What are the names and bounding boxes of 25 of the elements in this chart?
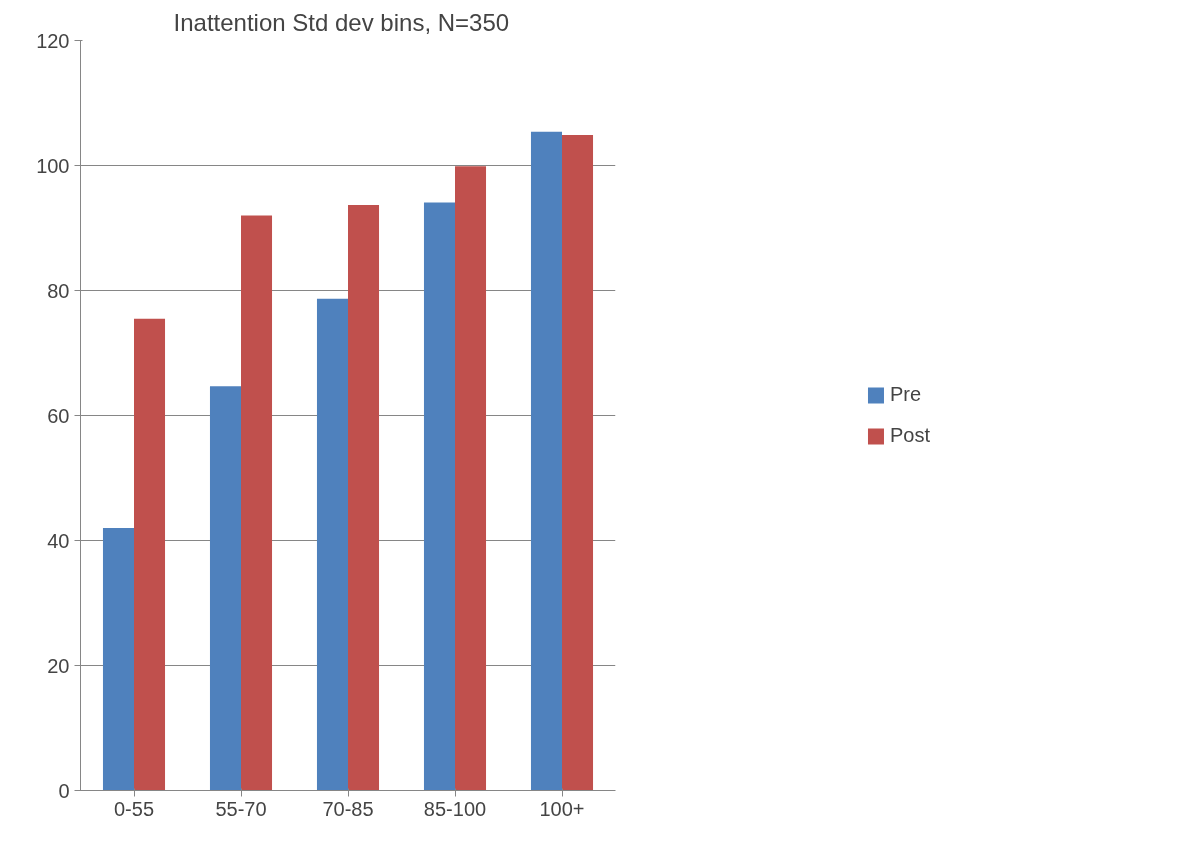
bar xyxy=(241,215,273,791)
y-tick-label: 60 xyxy=(47,404,70,427)
bar xyxy=(316,298,348,791)
x-tick-label: 70-85 xyxy=(322,797,374,820)
x-tick-label: 100+ xyxy=(539,797,585,820)
y-tick-label: 120 xyxy=(36,29,70,52)
bar xyxy=(530,131,562,791)
chart-title: Inattention Std dev bins, N=350 xyxy=(173,8,510,36)
legend-label: Post xyxy=(889,424,931,447)
bar xyxy=(562,134,594,791)
y-tick-label: 100 xyxy=(36,154,70,177)
bar xyxy=(134,318,166,791)
legend-label: Pre xyxy=(889,383,922,406)
x-tick-label: 0-55 xyxy=(113,797,155,820)
bar xyxy=(423,202,455,791)
bar xyxy=(209,386,241,791)
bar xyxy=(348,204,380,791)
bar xyxy=(102,528,134,791)
x-tick-label: 85-100 xyxy=(423,797,487,820)
y-tick-label: 80 xyxy=(47,279,70,302)
y-tick-label: 20 xyxy=(47,654,70,677)
y-tick-label: 40 xyxy=(47,529,70,552)
x-tick-label: 55-70 xyxy=(215,797,267,820)
bar xyxy=(455,166,487,791)
y-tick-label: 0 xyxy=(58,779,70,802)
